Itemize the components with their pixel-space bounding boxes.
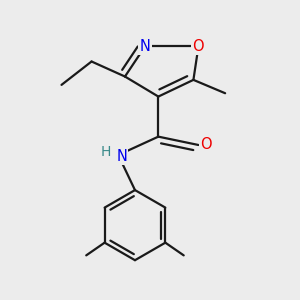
- Text: N: N: [116, 149, 127, 164]
- Text: O: O: [193, 39, 204, 54]
- Text: H: H: [100, 145, 111, 159]
- Text: O: O: [200, 137, 212, 152]
- Text: N: N: [140, 39, 150, 54]
